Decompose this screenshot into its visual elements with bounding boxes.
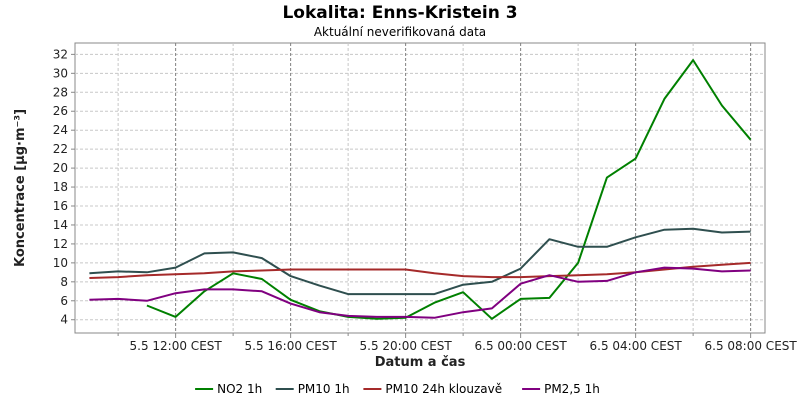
x-tick-label: 6.5 08:00 CEST <box>705 339 798 353</box>
legend: NO2 1h PM10 1h PM10 24h klouzavě PM2,5 1h <box>195 382 600 396</box>
x-axis-title: Datum a čas <box>375 355 466 370</box>
y-tick-label: 18 <box>53 180 68 194</box>
legend-label: PM10 24h klouzavě <box>385 382 502 396</box>
y-tick-label: 12 <box>53 237 68 251</box>
y-tick-label: 26 <box>53 104 68 118</box>
legend-label: PM10 1h <box>298 382 350 396</box>
y-axis-title: Koncentrace [µg·m⁻³] <box>13 109 28 267</box>
series-line-1 <box>146 59 752 320</box>
y-tick-label: 10 <box>53 256 68 270</box>
chart-subtitle: Aktuální neverifikovaná data <box>314 25 486 39</box>
y-tick-label: 30 <box>53 66 68 80</box>
y-tick-label: 20 <box>53 161 68 175</box>
y-tick-label: 28 <box>53 85 68 99</box>
y-tick-label: 32 <box>53 47 68 61</box>
x-tick-label: 5.5 20:00 CEST <box>360 339 453 353</box>
y-axis-ticks: 4 6 8 10 12 14 16 18 20 22 24 26 28 30 32 <box>53 47 75 327</box>
y-tick-label: 4 <box>60 313 68 327</box>
x-axis-ticks: 5.5 12:00 CEST 5.5 16:00 CEST 5.5 20:00 CE… <box>117 333 798 353</box>
y-tick-label: 8 <box>60 275 68 289</box>
x-tick-label: 5.5 12:00 CEST <box>130 339 223 353</box>
y-tick-label: 6 <box>60 294 68 308</box>
series-line-2 <box>89 227 751 296</box>
legend-label: PM2,5 1h <box>544 382 600 396</box>
y-tick-label: 14 <box>53 218 68 232</box>
plot-area <box>74 42 766 334</box>
series-lines <box>89 59 752 320</box>
chart-title: Lokalita: Enns-Kristein 3 <box>282 3 517 23</box>
x-tick-label: 6.5 00:00 CEST <box>475 339 568 353</box>
legend-label: NO2 1h <box>217 382 262 396</box>
y-tick-label: 22 <box>53 142 68 156</box>
y-tick-label: 16 <box>53 199 68 213</box>
x-tick-label: 6.5 04:00 CEST <box>590 339 683 353</box>
y-tick-label: 24 <box>53 123 68 137</box>
x-tick-label: 5.5 16:00 CEST <box>245 339 338 353</box>
series-line-4 <box>89 266 751 319</box>
